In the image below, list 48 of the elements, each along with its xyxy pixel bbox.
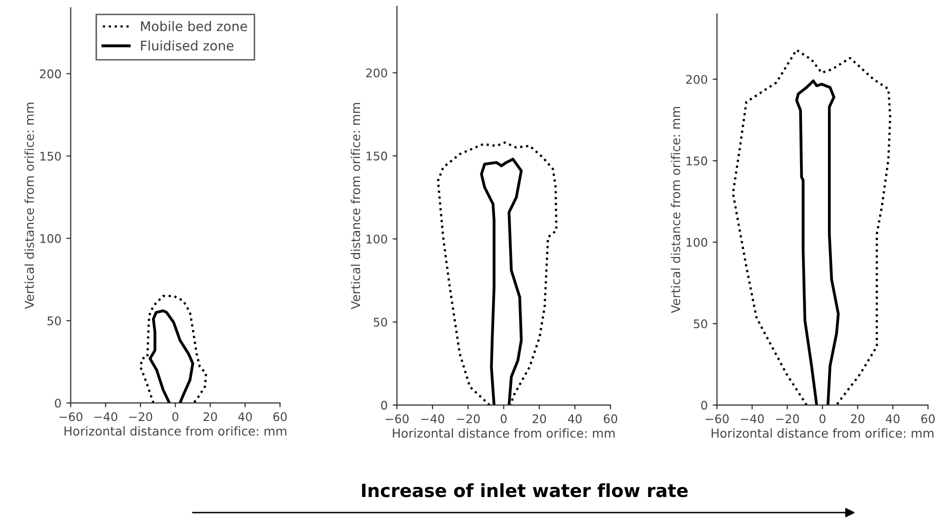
- x-tick-label: 40: [568, 414, 582, 424]
- x-tick-label: −20: [456, 414, 480, 424]
- y-tick-label: 0: [54, 398, 61, 408]
- y-tick-label: 50: [48, 316, 61, 326]
- y-tick-label: 100: [686, 238, 708, 247]
- y-tick-label: 50: [694, 319, 708, 328]
- x-tick-label: 60: [604, 414, 618, 424]
- x-tick-label: 20: [851, 414, 864, 424]
- x-tick-label: −40: [94, 412, 118, 422]
- x-axis-title: Horizontal distance from orifice: mm: [392, 428, 615, 438]
- y-axis-title: Vertical distance from orifice: mm: [350, 103, 360, 310]
- x-tick-label: 20: [532, 414, 546, 424]
- y-tick-label: 50: [374, 318, 388, 327]
- x-tick-label: −20: [129, 412, 152, 422]
- x-tick-label: −40: [421, 414, 444, 424]
- x-tick-label: 0: [500, 414, 507, 424]
- y-tick-label: 200: [366, 68, 388, 78]
- text: Increase of inlet water flow rate: [362, 483, 688, 498]
- line-series: [795, 79, 840, 406]
- y-tick-label: 150: [686, 156, 708, 166]
- x-tick-label: 0: [820, 414, 826, 424]
- y-tick-label: 100: [40, 234, 61, 243]
- legend-label: Fluidised zone: [141, 40, 234, 51]
- line-series: [139, 294, 208, 403]
- legend-label: Mobile bed zone: [141, 21, 248, 32]
- y-axis-title: Vertical distance from orifice: mm: [24, 102, 34, 309]
- x-tick-label: 40: [238, 412, 252, 422]
- x-tick-label: 60: [921, 414, 935, 424]
- x-tick-label: −60: [386, 414, 409, 424]
- x-axis-title: Horizontal distance from orifice: mm: [64, 426, 286, 436]
- line-series: [732, 48, 892, 406]
- y-tick-label: 200: [686, 74, 708, 84]
- x-tick-label: −60: [59, 412, 82, 422]
- y-tick-label: 100: [366, 234, 388, 244]
- x-tick-label: 40: [886, 414, 900, 424]
- x-axis-title: Horizontal distance from orifice: mm: [712, 428, 934, 438]
- x-tick-label: 60: [273, 412, 287, 422]
- x-tick-label: −20: [776, 414, 799, 424]
- y-tick-label: 150: [366, 152, 388, 160]
- y-tick-label: 200: [40, 69, 61, 78]
- x-tick-label: −60: [706, 414, 729, 424]
- x-tick-label: 0: [172, 412, 178, 422]
- y-tick-label: 0: [381, 400, 388, 410]
- y-tick-label: 150: [40, 152, 61, 161]
- x-tick-label: −40: [740, 414, 764, 424]
- x-tick-label: 20: [204, 412, 217, 422]
- y-tick-label: 0: [701, 400, 708, 410]
- y-axis-title: Vertical distance from orifice: mm: [670, 106, 680, 314]
